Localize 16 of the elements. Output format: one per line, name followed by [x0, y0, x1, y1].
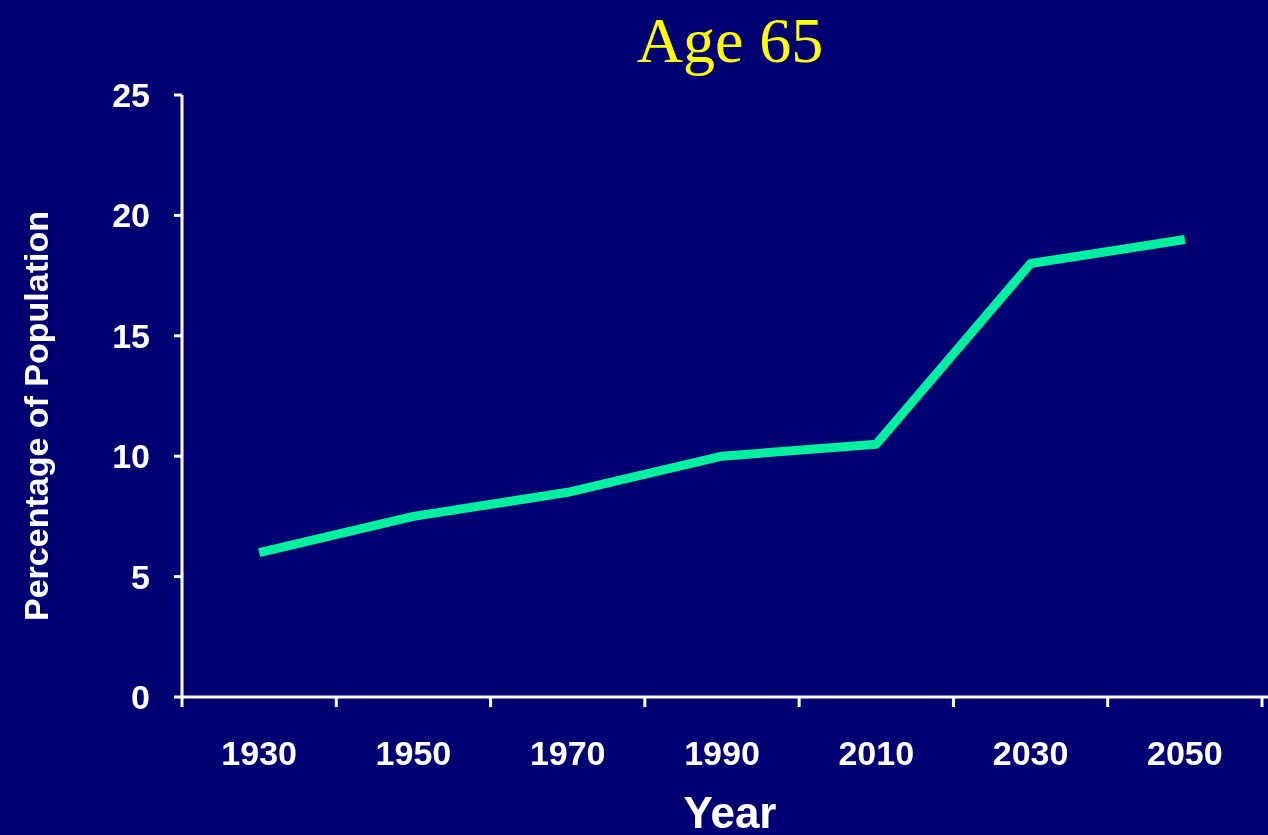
- x-axis-title: Year: [683, 788, 777, 835]
- y-tick-label: 20: [112, 196, 150, 235]
- x-tick-label: 2010: [838, 734, 915, 772]
- x-tick-label: 2050: [1147, 734, 1223, 772]
- x-tick-label: 1930: [221, 734, 297, 772]
- x-tick-label: 1970: [529, 734, 606, 772]
- y-tick-label: 0: [131, 677, 150, 716]
- y-tick-label: 15: [112, 316, 150, 355]
- x-tick-label: 2030: [992, 734, 1069, 772]
- x-tick-label: 1990: [684, 734, 760, 772]
- chart-title: Age 65: [636, 5, 824, 76]
- x-tick-label: 1950: [375, 734, 452, 772]
- y-tick-label: 25: [112, 75, 150, 114]
- y-axis-title: Percentage of Population: [17, 211, 55, 621]
- y-tick-label: 5: [131, 557, 150, 596]
- y-tick-label: 10: [112, 437, 150, 476]
